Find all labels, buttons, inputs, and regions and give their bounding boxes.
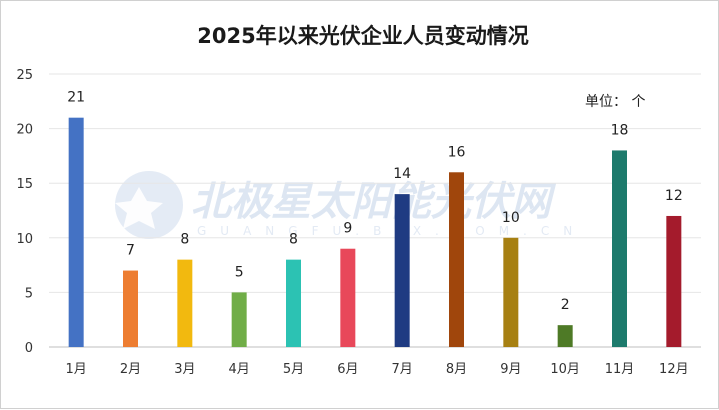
bars [68, 117, 682, 348]
x-tick-label-4: 4月 [229, 362, 250, 377]
bar-10 [557, 325, 573, 347]
x-tick-label-9: 9月 [500, 362, 521, 377]
bar-5 [286, 259, 301, 347]
y-tick-label: 20 [16, 123, 33, 138]
watermark: 北极星太阳能光伏网 GUANGFU.BJX.COM.CN [115, 171, 586, 239]
y-axis-ticks: 0 5 10 15 20 25 [16, 68, 33, 356]
x-tick-label-3: 3月 [174, 362, 195, 377]
bar-12 [666, 215, 682, 347]
chart-title: 2025年以来光伏企业人员变动情况 [197, 24, 528, 48]
data-label-12: 12 [665, 188, 683, 204]
data-labels: 21 7 8 5 8 9 14 16 10 2 18 12 [67, 90, 682, 313]
data-label-2: 7 [126, 243, 135, 259]
x-tick-label-7: 7月 [392, 362, 413, 377]
bar-8 [449, 172, 464, 347]
y-tick-label: 15 [16, 177, 33, 192]
data-label-11: 18 [611, 122, 629, 138]
watermark-subtext: GUANGFU.BJX.COM.CN [197, 224, 586, 238]
bar-6 [340, 248, 356, 347]
data-label-6: 9 [343, 221, 352, 237]
x-tick-label-5: 5月 [283, 362, 304, 377]
x-tick-label-6: 6月 [337, 362, 358, 377]
bar-7 [394, 194, 410, 347]
data-label-10: 2 [561, 297, 570, 313]
data-label-1: 21 [67, 90, 85, 106]
bar-2 [123, 270, 138, 347]
bar-11 [612, 150, 627, 347]
data-label-8: 16 [448, 144, 466, 160]
watermark-text: 北极星太阳能光伏网 [191, 179, 557, 225]
bar-1 [68, 117, 84, 348]
unit-label: 单位： 个 [585, 94, 645, 110]
x-tick-label-2: 2月 [120, 362, 141, 377]
data-label-5: 8 [289, 232, 298, 248]
y-tick-label: 25 [16, 68, 33, 83]
bar-3 [177, 259, 193, 347]
bar-4 [231, 292, 247, 347]
x-axis-ticks: 1月 2月 3月 4月 5月 6月 7月 8月 9月 10月 11月 12月 [66, 362, 689, 377]
x-tick-label-1: 1月 [66, 362, 87, 377]
data-label-9: 10 [502, 210, 520, 226]
x-tick-label-8: 8月 [446, 362, 467, 377]
grid-lines [49, 73, 701, 348]
data-label-7: 14 [393, 166, 411, 182]
y-tick-label: 0 [25, 341, 33, 356]
data-label-4: 5 [235, 264, 244, 280]
x-tick-label-11: 11月 [605, 362, 635, 377]
x-tick-label-10: 10月 [550, 362, 580, 377]
x-tick-label-12: 12月 [659, 362, 689, 377]
data-label-3: 8 [180, 232, 189, 248]
y-tick-label: 5 [25, 286, 33, 301]
polaris-star-logo [115, 171, 183, 239]
bar-9 [503, 237, 519, 347]
y-tick-label: 10 [16, 232, 33, 247]
